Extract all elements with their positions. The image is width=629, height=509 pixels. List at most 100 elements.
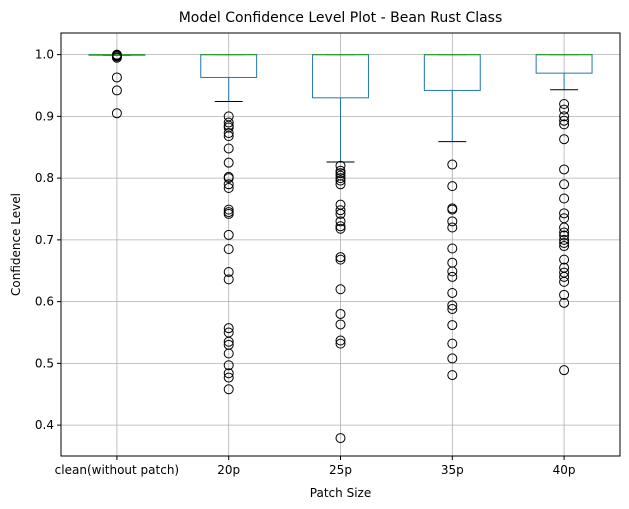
outlier-point <box>559 115 570 126</box>
outlier-point <box>335 335 346 346</box>
outlier-point <box>335 252 346 263</box>
outlier-point <box>559 241 570 252</box>
outlier-point <box>447 216 458 227</box>
outlier-point <box>335 175 346 186</box>
y-tick-label: 0.9 <box>35 109 54 123</box>
outlier-point <box>559 222 570 233</box>
x-tick-label: clean(without patch) <box>55 463 179 477</box>
outlier-point <box>335 284 346 295</box>
y-tick-label: 0.4 <box>35 418 54 432</box>
outlier-point <box>447 353 458 364</box>
outlier-point <box>447 320 458 331</box>
outlier-point <box>223 131 234 142</box>
outlier-point <box>447 222 458 233</box>
outlier-point <box>559 164 570 175</box>
outlier-point <box>559 237 570 248</box>
outlier-point <box>335 173 346 184</box>
box-layer <box>88 54 593 163</box>
y-tick-label: 0.5 <box>35 356 54 370</box>
outlier-point <box>335 308 346 319</box>
outlier-point <box>223 128 234 139</box>
y-tick-label: 0.7 <box>35 233 54 247</box>
outlier-point <box>223 266 234 277</box>
outlier-point <box>447 287 458 298</box>
outlier-point <box>447 266 458 277</box>
outlier-point <box>447 304 458 315</box>
outlier-point <box>447 243 458 254</box>
grid-layer <box>61 33 620 456</box>
outlier-point <box>447 300 458 311</box>
outlier-point <box>223 208 234 219</box>
outlier-point <box>559 276 570 287</box>
outlier-point <box>223 179 234 190</box>
outlier-point <box>223 117 234 128</box>
outlier-point <box>223 336 234 347</box>
outlier-point <box>559 134 570 145</box>
outlier-point <box>223 384 234 395</box>
outlier-point <box>335 165 346 176</box>
outlier-point <box>335 205 346 216</box>
outlier-point <box>559 289 570 300</box>
outlier-point <box>559 179 570 190</box>
outlier-point <box>559 227 570 238</box>
outlier-point <box>223 372 234 383</box>
x-tick-label: 35p <box>441 463 464 477</box>
outlier-point <box>559 230 570 241</box>
outlier-point <box>223 157 234 168</box>
outlier-point <box>447 338 458 349</box>
x-tick-label: 40p <box>553 463 576 477</box>
outlier-point <box>447 181 458 192</box>
outlier-point <box>335 168 346 179</box>
outlier-point <box>559 365 570 376</box>
outlier-point <box>335 160 346 171</box>
outlier-point <box>223 360 234 371</box>
outlier-point <box>223 323 234 334</box>
outlier-point <box>335 433 346 444</box>
outlier-point <box>447 204 458 215</box>
outlier-point <box>335 179 346 190</box>
outlier-point <box>223 274 234 285</box>
outlier-point <box>223 229 234 240</box>
outlier-point <box>335 319 346 330</box>
y-tick-label: 0.6 <box>35 295 54 309</box>
outlier-point <box>223 204 234 215</box>
outlier-layer <box>111 49 570 444</box>
tick-layer: 0.4 0.5 0.6 0.7 0.8 0.9 1.0 clean(without patch… <box>35 48 576 477</box>
x-tick-label: 20p <box>217 463 240 477</box>
outlier-point <box>559 254 570 265</box>
outlier-point <box>447 271 458 282</box>
outlier-point <box>111 72 122 83</box>
outlier-point <box>559 297 570 308</box>
outlier-point <box>335 338 346 349</box>
outlier-point <box>111 52 122 63</box>
outlier-point <box>559 193 570 204</box>
outlier-point <box>223 143 234 154</box>
outlier-point <box>223 348 234 359</box>
outlier-point <box>447 159 458 170</box>
outlier-point <box>559 111 570 122</box>
chart-title: Model Confidence Level Plot - Bean Rust … <box>179 10 503 26</box>
outlier-point <box>335 254 346 265</box>
outlier-point <box>223 182 234 193</box>
outlier-point <box>559 119 570 130</box>
x-axis-label: Patch Size <box>310 486 371 500</box>
y-tick-label: 1.0 <box>35 48 54 62</box>
outlier-point <box>335 223 346 234</box>
outlier-point <box>111 85 122 96</box>
outlier-point <box>223 173 234 184</box>
outlier-point <box>559 234 570 245</box>
outlier-point <box>559 271 570 282</box>
outlier-point <box>447 370 458 381</box>
outlier-point <box>223 368 234 379</box>
outlier-point <box>335 221 346 232</box>
y-axis-label: Confidence Level <box>9 193 23 296</box>
outlier-point <box>559 99 570 110</box>
y-tick-label: 0.8 <box>35 171 54 185</box>
outlier-point <box>335 208 346 219</box>
x-tick-label: 25p <box>329 463 352 477</box>
outlier-point <box>559 208 570 219</box>
outlier-point <box>335 216 346 227</box>
outlier-point <box>223 244 234 255</box>
outlier-point <box>111 108 122 119</box>
